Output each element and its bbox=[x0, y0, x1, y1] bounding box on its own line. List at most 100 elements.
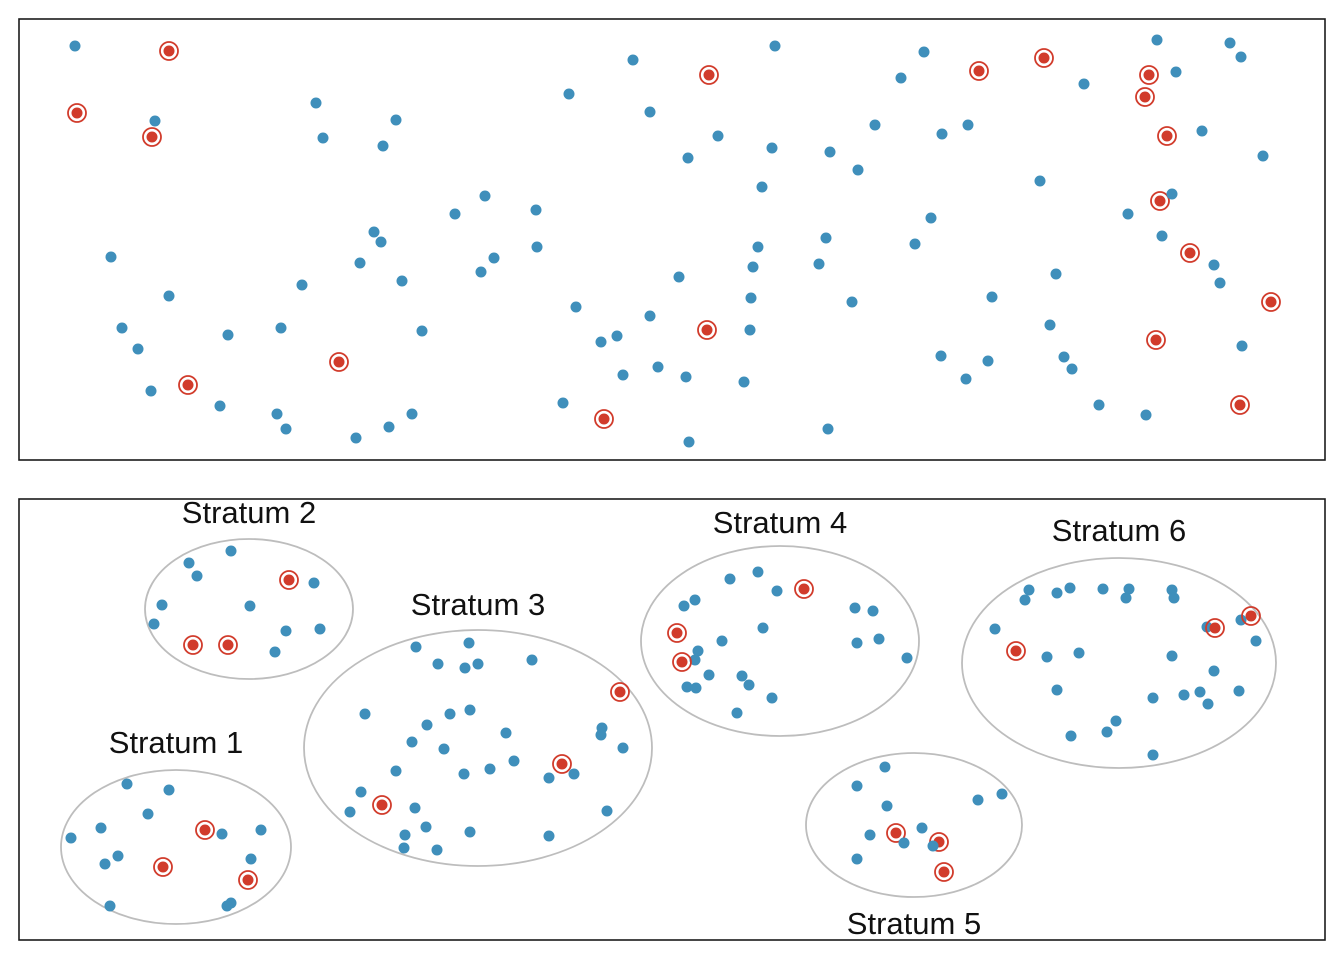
top-panel-sample-ring bbox=[1157, 126, 1177, 146]
stratum-6-outline bbox=[961, 557, 1277, 769]
stratum-6-point bbox=[1233, 685, 1245, 697]
stratum-6-point bbox=[1065, 730, 1077, 742]
stratum-4-point bbox=[681, 681, 693, 693]
top-panel-point bbox=[1170, 66, 1182, 78]
stratum-2-point bbox=[280, 625, 292, 637]
stratum-3-point bbox=[432, 658, 444, 670]
stratum-3-outline bbox=[303, 629, 653, 867]
stratum-3-sample-ring bbox=[552, 754, 572, 774]
top-panel-point bbox=[652, 361, 664, 373]
stratum-6-point bbox=[1235, 614, 1247, 626]
stratum-3-points bbox=[344, 637, 630, 856]
top-panel-point bbox=[396, 275, 408, 287]
top-panel-point bbox=[744, 324, 756, 336]
top-panel-point bbox=[271, 408, 283, 420]
stratum-3-sampled-point bbox=[376, 799, 388, 811]
stratum-3-point bbox=[420, 821, 432, 833]
stratum-1-point bbox=[95, 822, 107, 834]
stratum-4-point bbox=[851, 637, 863, 649]
stratum-3-point bbox=[459, 662, 471, 674]
top-panel-point bbox=[317, 132, 329, 144]
stratum-5-point bbox=[996, 788, 1008, 800]
stratum-2-outline bbox=[144, 538, 354, 680]
stratum-3-point bbox=[500, 727, 512, 739]
top-panel-point bbox=[280, 423, 292, 435]
top-panel-point bbox=[683, 436, 695, 448]
top-panel-sample-ring bbox=[697, 320, 717, 340]
top-panel-point bbox=[682, 152, 694, 164]
stratum-1-point bbox=[112, 850, 124, 862]
top-panel-point bbox=[1050, 268, 1062, 280]
stratum-4-sampled-point bbox=[676, 656, 688, 668]
stratum-1-point bbox=[216, 828, 228, 840]
stratum-1-point bbox=[104, 900, 116, 912]
top-panel-point bbox=[712, 130, 724, 142]
stratum-3-sampled-point bbox=[614, 686, 626, 698]
top-panel-point bbox=[752, 241, 764, 253]
top-panel-point bbox=[531, 241, 543, 253]
top-panel-point bbox=[406, 408, 418, 420]
top-panel-point bbox=[449, 208, 461, 220]
stratum-6-point bbox=[1110, 715, 1122, 727]
stratum-1-point bbox=[255, 824, 267, 836]
stratum-1-sampled-point bbox=[157, 861, 169, 873]
stratum-6-point bbox=[989, 623, 1001, 635]
stratum-6: Stratum 6 bbox=[961, 513, 1277, 769]
stratum-6-point bbox=[1041, 651, 1053, 663]
top-panel-point bbox=[479, 190, 491, 202]
stratum-5-sampled-point bbox=[938, 866, 950, 878]
top-panel-point bbox=[1235, 51, 1247, 63]
top-panel-sampled-point bbox=[71, 107, 83, 119]
stratum-4-point bbox=[689, 594, 701, 606]
stratum-3-point bbox=[601, 805, 613, 817]
stratum-1-outline bbox=[60, 769, 292, 925]
stratum-4-sample-ring bbox=[794, 579, 814, 599]
top-panel-point bbox=[1044, 319, 1056, 331]
top-panel-point bbox=[69, 40, 81, 52]
stratum-3-point bbox=[464, 704, 476, 716]
stratum-4-point bbox=[743, 679, 755, 691]
stratum-6-point bbox=[1023, 584, 1035, 596]
top-panel-sample-ring bbox=[1150, 191, 1170, 211]
top-panel-point bbox=[960, 373, 972, 385]
top-panel-sampled-point bbox=[146, 131, 158, 143]
stratum-6-sample-ring bbox=[1241, 606, 1261, 626]
stratum-6-point bbox=[1178, 689, 1190, 701]
stratum-1-sample-ring bbox=[153, 857, 173, 877]
top-panel-point bbox=[846, 296, 858, 308]
stratum-6-point bbox=[1097, 583, 1109, 595]
stratum-6-point bbox=[1166, 650, 1178, 662]
top-panel-sample-ring bbox=[67, 103, 87, 123]
top-panel-sample-ring bbox=[969, 61, 989, 81]
top-panel bbox=[18, 18, 1326, 461]
top-panel-sample-ring bbox=[699, 65, 719, 85]
top-panel-sampled-point bbox=[1161, 130, 1173, 142]
stratum-2-sampled-point bbox=[222, 639, 234, 651]
top-panel-point bbox=[488, 252, 500, 264]
stratum-4-point bbox=[849, 602, 861, 614]
top-panel-point bbox=[132, 343, 144, 355]
top-panel-frame bbox=[18, 18, 1326, 461]
stratum-2-point bbox=[156, 599, 168, 611]
stratum-6-point bbox=[1202, 698, 1214, 710]
top-panel-point bbox=[869, 119, 881, 131]
top-panel-sample-ring bbox=[329, 352, 349, 372]
top-panel-point bbox=[1208, 259, 1220, 271]
top-panel-point bbox=[1214, 277, 1226, 289]
stratum-5-point bbox=[864, 829, 876, 841]
stratum-2-label: Stratum 2 bbox=[182, 495, 316, 530]
top-panel-point bbox=[1122, 208, 1134, 220]
bottom-panel: Stratum 1 Stratum 2 Stratum 3 Stratum 4 … bbox=[18, 495, 1326, 941]
top-panel-point bbox=[627, 54, 639, 66]
stratum-6-point bbox=[1051, 684, 1063, 696]
top-panel-sampled-point bbox=[1184, 247, 1196, 259]
top-panel-point bbox=[310, 97, 322, 109]
stratum-4-point bbox=[766, 692, 778, 704]
stratum-5-point bbox=[916, 822, 928, 834]
stratum-3-point bbox=[410, 641, 422, 653]
stratum-6-point bbox=[1208, 665, 1220, 677]
top-panel-point bbox=[1078, 78, 1090, 90]
stratum-3-point bbox=[431, 844, 443, 856]
top-panel-sampled-point bbox=[1139, 91, 1151, 103]
stratum-4-point bbox=[867, 605, 879, 617]
